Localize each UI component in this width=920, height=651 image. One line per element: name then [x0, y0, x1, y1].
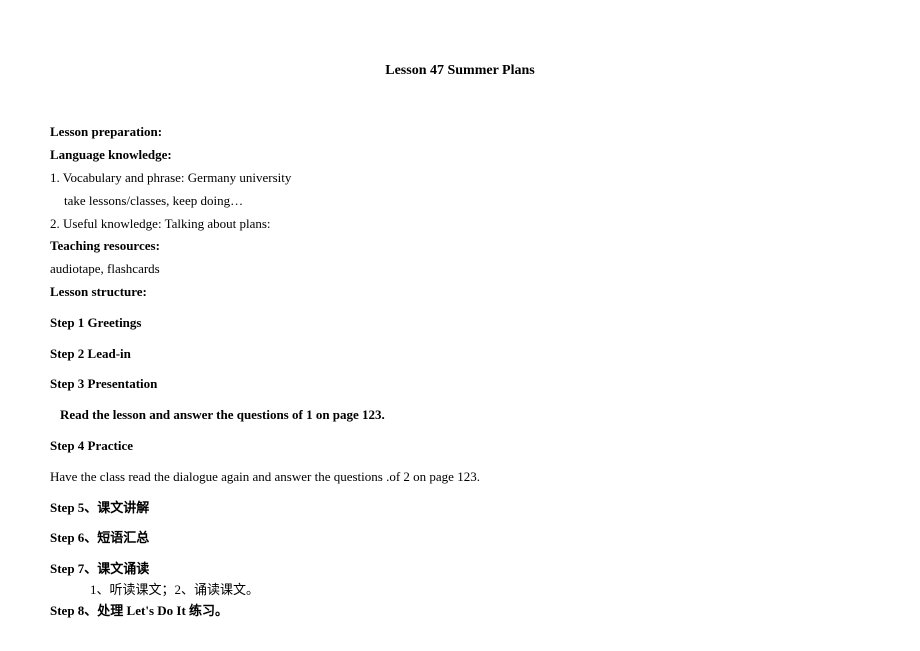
step-6: Step 6、短语汇总 [50, 528, 870, 549]
step-3: Step 3 Presentation [50, 374, 870, 395]
step-7-sub: 1、听读课文；2、诵读课文。 [50, 580, 870, 601]
step-1: Step 1 Greetings [50, 313, 870, 334]
step-4: Step 4 Practice [50, 436, 870, 457]
prep-heading: Lesson preparation: [50, 122, 870, 143]
document-page: Lesson 47 Summer Plans Lesson preparatio… [0, 0, 920, 651]
language-knowledge-heading: Language knowledge: [50, 145, 870, 166]
step-3-text: Read the lesson and answer the questions… [50, 405, 870, 426]
step-7: Step 7、课文诵读 [50, 559, 870, 580]
vocab-line-2: 2. Useful knowledge: Talking about plans… [50, 214, 870, 235]
step-2: Step 2 Lead-in [50, 344, 870, 365]
resources-text: audiotape, flashcards [50, 259, 870, 280]
step-8: Step 8、处理 Let's Do It 练习。 [50, 601, 870, 622]
lesson-title: Lesson 47 Summer Plans [50, 60, 870, 82]
vocab-line-1: 1. Vocabulary and phrase: Germany univer… [50, 168, 870, 189]
vocab-line-1-sub: take lessons/classes, keep doing… [50, 191, 870, 212]
step-5: Step 5、课文讲解 [50, 498, 870, 519]
structure-heading: Lesson structure: [50, 282, 870, 303]
resources-heading: Teaching resources: [50, 236, 870, 257]
step-4-text: Have the class read the dialogue again a… [50, 467, 870, 488]
